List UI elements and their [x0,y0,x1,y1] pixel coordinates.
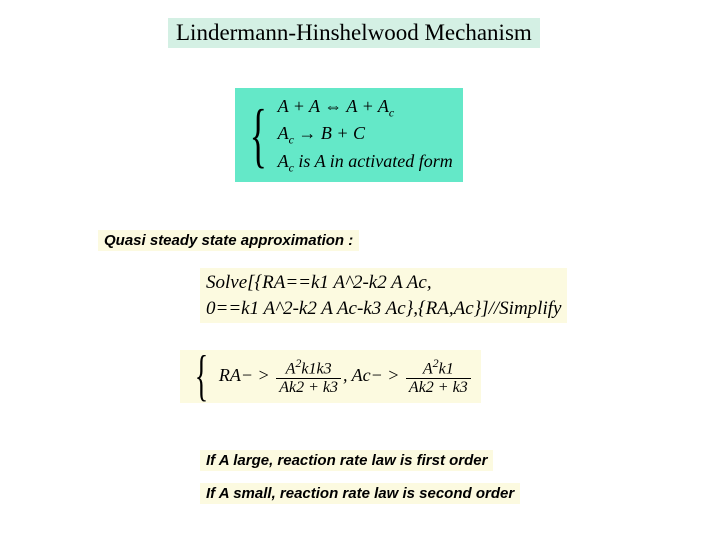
mech-line-2: Ac → B + C [278,121,453,148]
solve-line-1: Solve[{RA==k1 A^2-k2 A Ac, [206,270,561,296]
ra-fraction: A2k1k3 Ak2 + k3 [276,356,341,397]
ac-fraction: A2k1 Ak2 + k3 [406,356,471,397]
result-brace-icon: { [195,357,208,396]
solve-expression: Solve[{RA==k1 A^2-k2 A Ac, 0==k1 A^2-k2 … [200,268,567,323]
slide-title: Lindermann-Hinshelwood Mechanism [168,18,540,48]
result-content: RA− > A2k1k3 Ak2 + k3 , Ac− > A2k1 Ak2 +… [219,356,473,397]
solve-line-2: 0==k1 A^2-k2 A Ac-k3 Ac},{RA,Ac}]//Simpl… [206,296,561,322]
mechanism-box: { A + A ⇔ A + Ac Ac → B + C Ac is A in a… [235,88,463,182]
result-box: { RA− > A2k1k3 Ak2 + k3 , Ac− > A2k1 Ak2… [180,350,481,403]
mechanism-lines: A + A ⇔ A + Ac Ac → B + C Ac is A in act… [278,94,453,176]
note-second-order: If A small, reaction rate law is second … [200,483,520,504]
note-first-order: If A large, reaction rate law is first o… [200,450,493,471]
left-brace-icon: { [250,110,267,160]
quasi-heading: Quasi steady state approximation : [98,230,359,251]
mech-line-1: A + A ⇔ A + Ac [278,94,453,121]
mech-line-3: Ac is A in activated form [278,149,453,176]
